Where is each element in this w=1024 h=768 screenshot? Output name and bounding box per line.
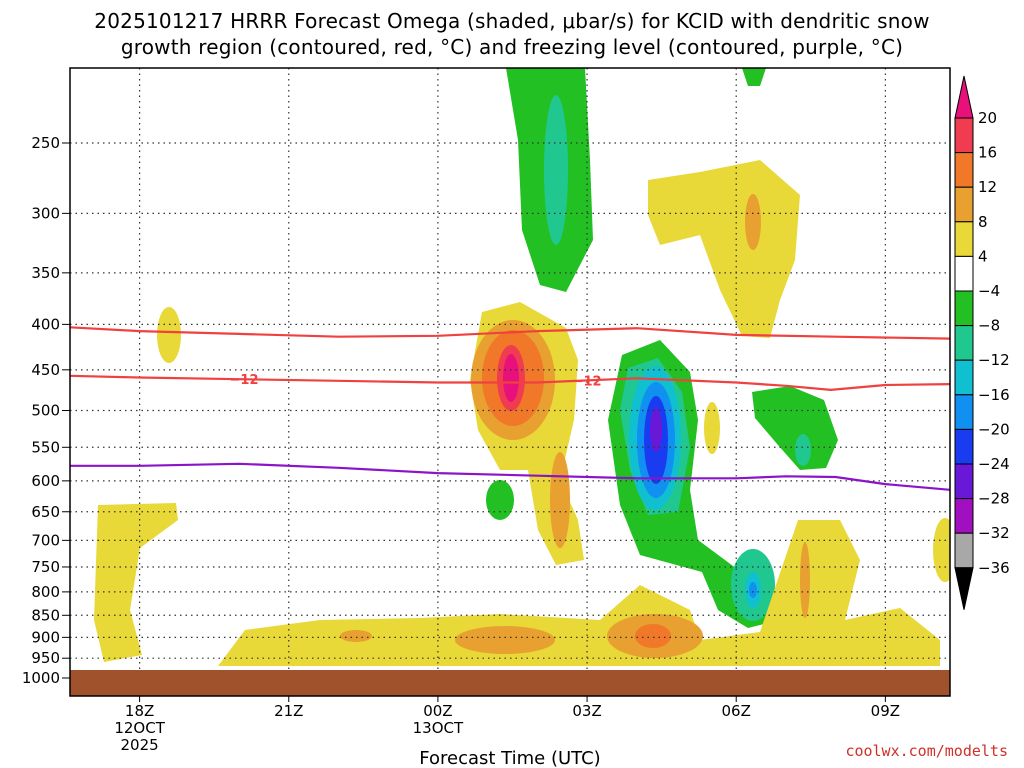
plot-frame [69,67,951,697]
freezing-level-contour [70,462,950,491]
omega-shade-small-descent [157,307,181,363]
y-tick-label: 500 [31,402,60,420]
omega-shade-upper-descent [648,160,800,338]
colorbar-bin [954,186,974,223]
colorbar-label: −24 [978,455,1010,473]
omega-shade-lowlevel-descent [218,520,940,666]
credit-link[interactable]: coolwx.com/modelts [845,742,1008,760]
y-tick-label: 350 [31,264,60,282]
y-tick-label: 700 [31,531,60,549]
colorbar-bin [954,532,974,569]
omega-shade-descent-20 [503,354,519,402]
x-axis-label: Forecast Time (UTC) [419,748,600,768]
x-tick-label: 18Z [125,702,154,720]
colorbar-label: −28 [978,490,1010,508]
y-tick-label: 450 [31,361,60,379]
y-tick-label: 650 [31,503,60,521]
omega-shade-top-green [742,68,766,86]
y-tick-label: 1000 [22,669,60,687]
omega-shade-upper-descent-core [745,194,761,250]
omega-shade-descent-lower-core [550,452,570,548]
omega-shade-thin-descent [704,402,720,454]
y-tick-label: 400 [31,315,60,333]
omega-shade-lowlevel-8d [800,542,810,618]
x-tick-year: 2025 [121,736,159,754]
x-tick-date: 12OCT [114,719,165,737]
x-tick-label: 09Z [871,702,900,720]
omega-shade-right-ascent [752,386,838,470]
ground-surface [70,670,950,696]
x-tick-label: 03Z [572,702,601,720]
contour-label: −12 [230,373,259,388]
colorbar-label: −32 [978,524,1010,542]
contour-label: −12 [573,374,602,389]
colorbar-label: −4 [978,282,1000,300]
plot-area: −12 −12 [70,68,950,696]
x-tick-date: 13OCT [413,719,464,737]
y-tick-label: 600 [31,472,60,490]
colorbar-bin [954,325,974,361]
dendritic-contour-lower [70,374,950,392]
colorbar-label: −8 [978,317,1000,335]
colorbar-label: −20 [978,420,1010,438]
y-tick-label: 850 [31,606,60,624]
chart-title: 2025101217 HRRR Forecast Omega (shaded, … [0,8,1024,60]
colorbar-bin [954,117,974,154]
colorbar: 20 16 12 8 4 −4 −8 −12 −16 −20 −24 −28 −32 −36 [954,75,1010,610]
colorbar-bin [954,428,974,465]
colorbar-label: −12 [978,351,1010,369]
colorbar-bin [954,463,974,500]
colorbar-bin [954,221,974,257]
y-tick-label: 250 [31,134,60,152]
colorbar-label: 12 [978,178,997,196]
omega-shade-lowlevel-12 [635,624,671,648]
omega-shade-lowlevel-8b [340,630,372,642]
omega-shade-upper-ascent-core [544,95,568,245]
dendritic-contour-upper [70,326,950,340]
omega-shade-lowleft-descent [94,503,178,662]
omega-shade-small-ascent [486,480,514,520]
title-line-2: growth region (contoured, red, °C) and f… [120,35,904,59]
y-tick-label: 300 [31,204,60,222]
omega-shade-ascent-low-20 [749,582,757,598]
colorbar-label: 16 [978,144,997,162]
omega-shade-ascent-28 [650,408,662,452]
colorbar-bin [954,152,974,188]
y-tick-label: 550 [31,438,60,456]
colorbar-label: 4 [978,247,988,265]
colorbar-label: 20 [978,109,997,127]
colorbar-bin [954,394,974,430]
colorbar-label: −36 [978,559,1010,577]
y-tick-label: 800 [31,583,60,601]
title-line-1: 2025101217 HRRR Forecast Omega (shaded, … [94,9,930,33]
y-tick-label: 950 [31,649,60,667]
omega-shade-right-ascent-core [795,434,811,466]
colorbar-bin [954,290,974,327]
x-tick-label: 00Z [423,702,452,720]
axes: 250 300 350 400 450 500 550 600 650 700 750 800 850 9… [22,134,900,754]
colorbar-bin [954,498,974,534]
y-tick-label: 900 [31,628,60,646]
colorbar-top-cap [954,75,974,119]
x-tick-label: 06Z [722,702,751,720]
colorbar-label: 8 [978,213,988,231]
x-tick-label: 21Z [274,702,303,720]
omega-shade-lowlevel-8a [455,626,555,654]
colorbar-bin [954,359,974,396]
y-tick-label: 750 [31,558,60,576]
colorbar-bottom-cap [954,567,974,610]
colorbar-bin [954,255,974,292]
colorbar-label: −16 [978,386,1010,404]
omega-shade-edge-descent [933,518,950,582]
